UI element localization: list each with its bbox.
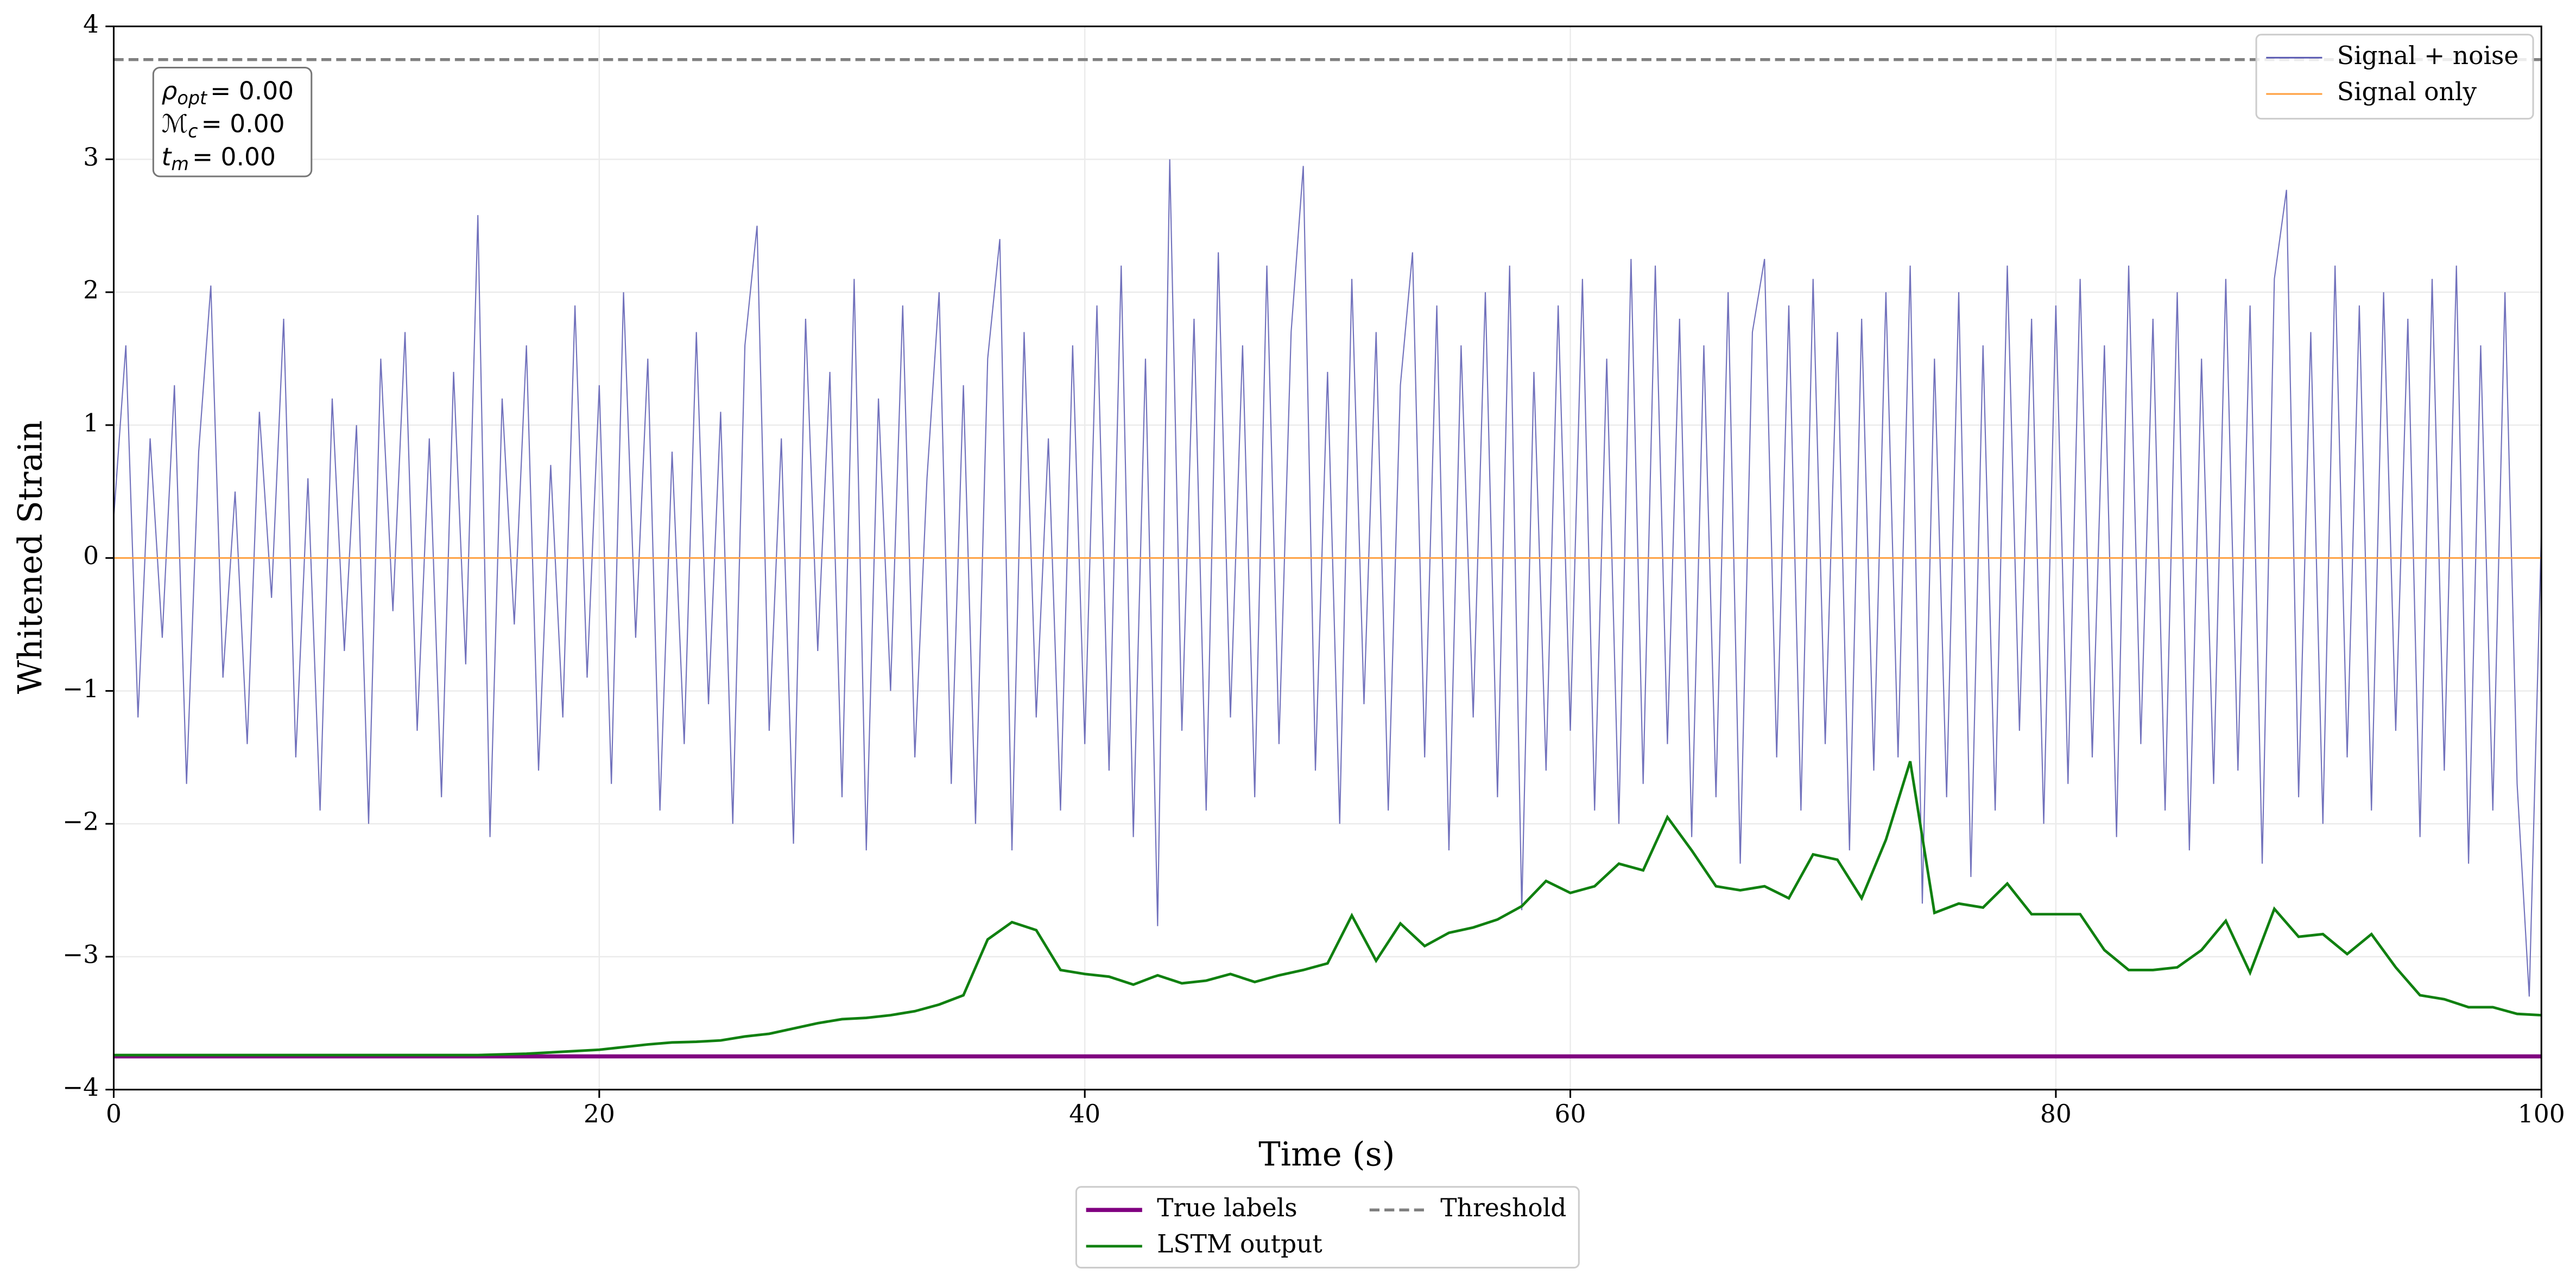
legend-box <box>1075 1186 1580 1269</box>
legend-label: LSTM output <box>1157 1230 1322 1259</box>
annotation-text: ρopt = 0.00 <box>162 77 294 109</box>
y-tick-label: 0 <box>83 541 99 570</box>
y-tick-label: −1 <box>62 674 99 703</box>
legend-label: True labels <box>1157 1193 1298 1222</box>
x-tick-label: 60 <box>1555 1100 1586 1128</box>
y-tick-label: −2 <box>62 807 99 836</box>
legend: True labels LSTM output Threshold <box>1075 1186 1580 1269</box>
annotation-box <box>152 66 313 178</box>
y-tick-label: 3 <box>83 143 99 172</box>
annotation-subscript: m <box>171 153 189 174</box>
series-line <box>113 159 2542 997</box>
annotation-value: = 0.00 <box>192 142 276 171</box>
y-tick-label: 2 <box>83 276 99 305</box>
x-tick-label: 40 <box>1069 1100 1100 1128</box>
x-tick-label: 20 <box>584 1100 615 1128</box>
annotation-text: ℳc = 0.00 <box>162 109 285 141</box>
annotation-value: = 0.00 <box>201 109 285 138</box>
legend-box <box>2255 34 2534 120</box>
x-tick-label: 80 <box>2040 1100 2072 1128</box>
annotation-text: tm = 0.00 <box>162 142 276 174</box>
annotation-symbol: ℳ <box>162 109 188 138</box>
y-axis-label: Whitened Strain <box>11 420 49 694</box>
plot-frame <box>112 26 2542 1091</box>
y-tick-label: 1 <box>83 408 99 437</box>
annotation-symbol: t <box>162 142 173 171</box>
legend-label: Threshold <box>1440 1193 1566 1222</box>
series-line <box>113 761 2542 1057</box>
x-axis-label: Time (s) <box>1258 1136 1395 1174</box>
annotation-value: = 0.00 <box>210 77 294 105</box>
x-tick-label: 0 <box>106 1100 122 1128</box>
y-tick-label: −4 <box>62 1073 99 1102</box>
annotation-subscript: opt <box>177 87 208 109</box>
annotation-subscript: c <box>188 120 198 141</box>
legend-label: Signal only <box>2337 78 2477 106</box>
legend: Signal + noise Signal only <box>2255 34 2534 120</box>
legend-label: Signal + noise <box>2337 41 2519 70</box>
x-tick-label: 100 <box>2518 1100 2565 1128</box>
annotation-symbol: ρ <box>162 77 178 105</box>
y-tick-label: −3 <box>62 940 99 969</box>
y-tick-label: 4 <box>83 10 99 39</box>
